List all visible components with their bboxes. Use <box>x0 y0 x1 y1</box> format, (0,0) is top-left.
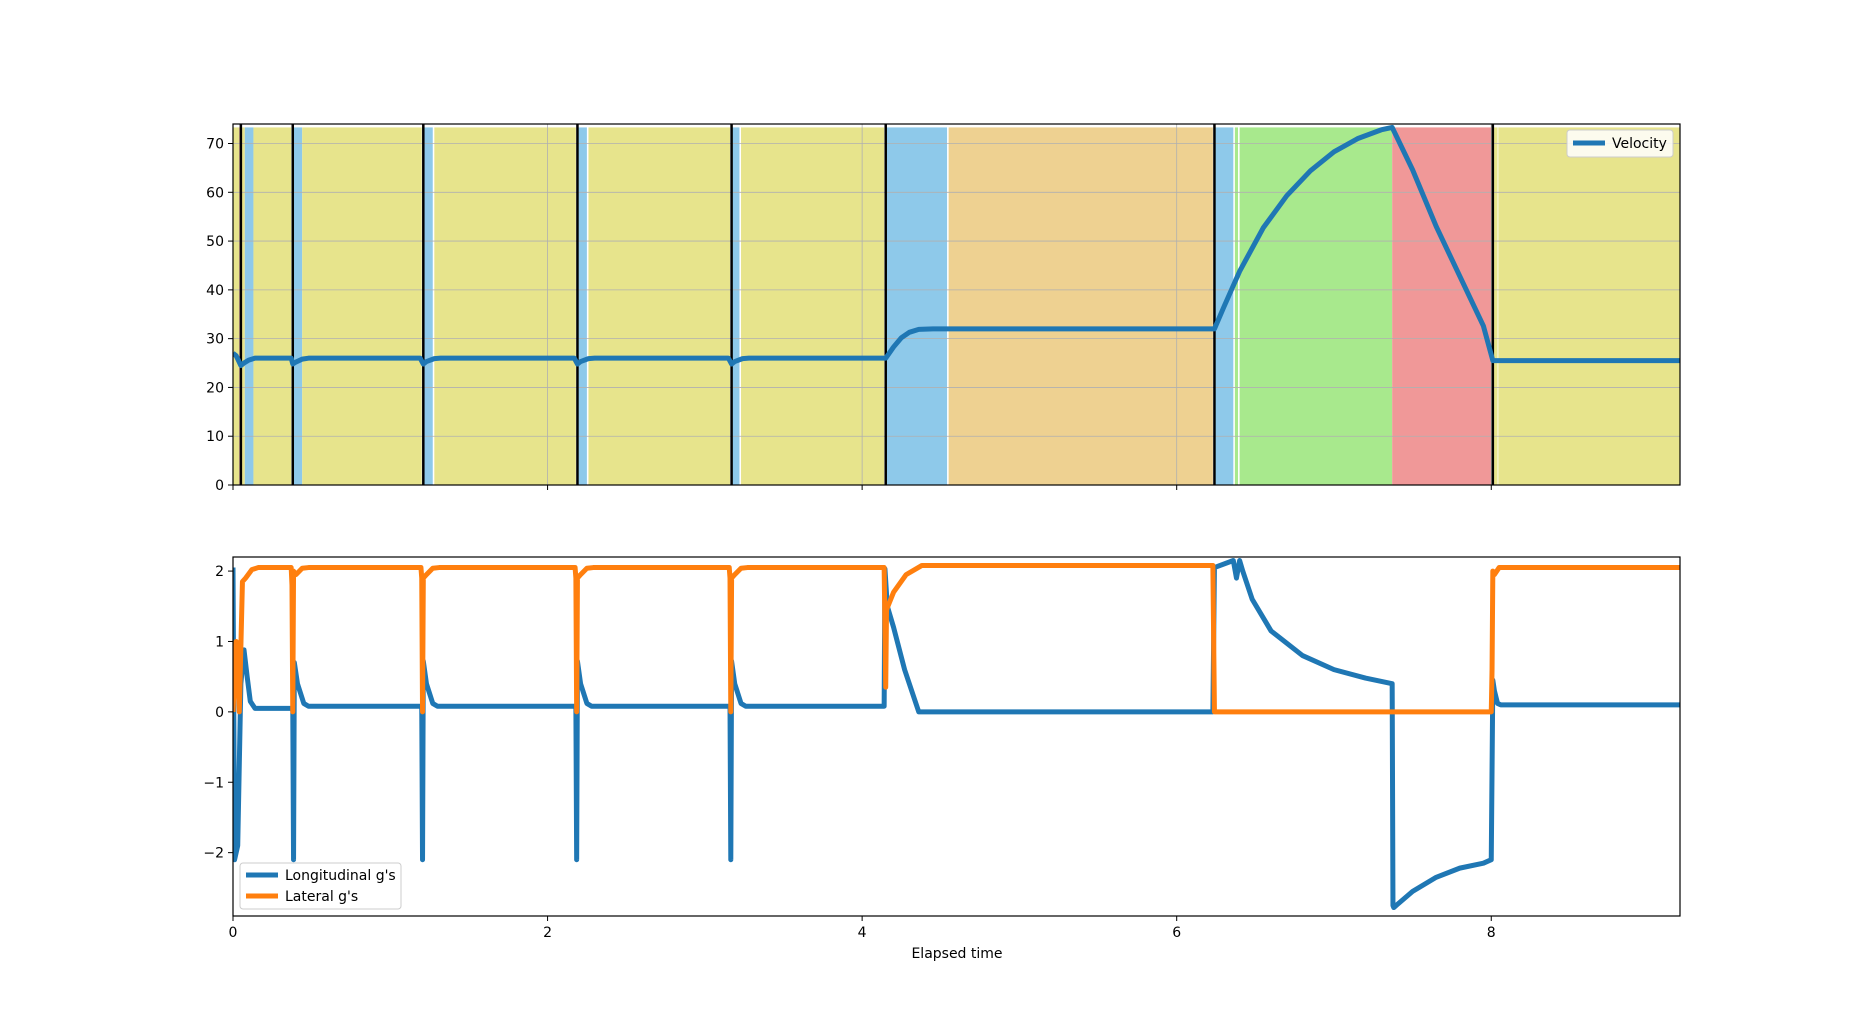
y-tick-label-2: 20 <box>206 380 224 396</box>
y-tick-label-3: 30 <box>206 332 224 348</box>
g-force-x-ticks: 0 2 4 6 8 <box>229 916 1496 941</box>
velocity-y-ticks: 0 10 20 30 40 50 60 70 <box>206 137 233 494</box>
g-force-line-0 <box>233 558 1680 911</box>
y-tick-label-0: −2 <box>203 846 224 862</box>
y-tick-label-3: 1 <box>215 634 224 650</box>
y-tick-label-1: −1 <box>203 775 224 791</box>
velocity-panel: 0 10 20 30 40 50 60 70 Velocity <box>206 123 1681 494</box>
legend-label-lateral: Lateral g's <box>285 889 358 905</box>
velocity-series <box>233 124 1680 368</box>
state-band-12 <box>741 127 885 485</box>
x-tick-label-1: 2 <box>543 925 552 941</box>
y-tick-label-2: 0 <box>215 705 224 721</box>
velocity-legend: Velocity <box>1566 129 1674 158</box>
state-band-17 <box>1239 127 1393 485</box>
state-band-7 <box>424 127 433 485</box>
state-band-14 <box>948 127 1213 485</box>
g-force-axes-frame <box>232 556 1681 917</box>
y-tick-label-5: 50 <box>206 234 224 250</box>
g-force-y-ticks: −2 −1 0 1 2 <box>203 564 233 862</box>
x-tick-label-3: 6 <box>1172 925 1181 941</box>
x-tick-label-0: 0 <box>229 925 238 941</box>
legend-label-longitudinal: Longitudinal g's <box>285 868 396 884</box>
state-band-6 <box>302 127 422 485</box>
state-band-2 <box>241 127 245 485</box>
legend-box <box>1566 129 1674 158</box>
state-band-9 <box>578 127 587 485</box>
y-tick-label-6: 60 <box>206 185 224 201</box>
y-tick-label-4: 2 <box>215 564 224 580</box>
state-band-5 <box>293 127 303 485</box>
velocity-line-0 <box>233 124 1680 368</box>
g-force-series <box>233 558 1680 911</box>
state-band-8 <box>434 127 576 485</box>
state-band-10 <box>588 127 731 485</box>
velocity-axes-frame <box>232 123 1681 486</box>
velocity-x-ticks <box>232 485 1492 490</box>
x-tick-label-2: 4 <box>858 925 867 941</box>
state-band-19 <box>1493 127 1498 485</box>
legend-box <box>239 862 402 910</box>
g-force-line-1 <box>233 562 1680 715</box>
state-band-20 <box>1498 127 1680 485</box>
x-tick-label-4: 8 <box>1487 925 1496 941</box>
y-tick-label-1: 10 <box>206 429 224 445</box>
state-band-16 <box>1234 127 1239 485</box>
state-band-11 <box>732 127 740 485</box>
state-band-3 <box>244 127 254 485</box>
legend-label-velocity: Velocity <box>1612 136 1667 152</box>
state-band-4 <box>253 127 292 485</box>
y-tick-label-0: 0 <box>215 478 224 494</box>
y-tick-label-7: 70 <box>206 137 224 153</box>
state-band-13 <box>886 127 948 485</box>
state-bands <box>233 127 1680 485</box>
g-force-panel: 0 2 4 6 8 −2 −1 0 1 2 Elapsed time Longitudinal … <box>203 556 1681 962</box>
g-force-legend: Longitudinal g's Lateral g's <box>239 862 402 910</box>
segment-markers <box>239 124 1495 485</box>
state-band-0 <box>233 127 240 485</box>
x-axis-label: Elapsed time <box>911 946 1002 962</box>
y-tick-label-4: 40 <box>206 283 224 299</box>
